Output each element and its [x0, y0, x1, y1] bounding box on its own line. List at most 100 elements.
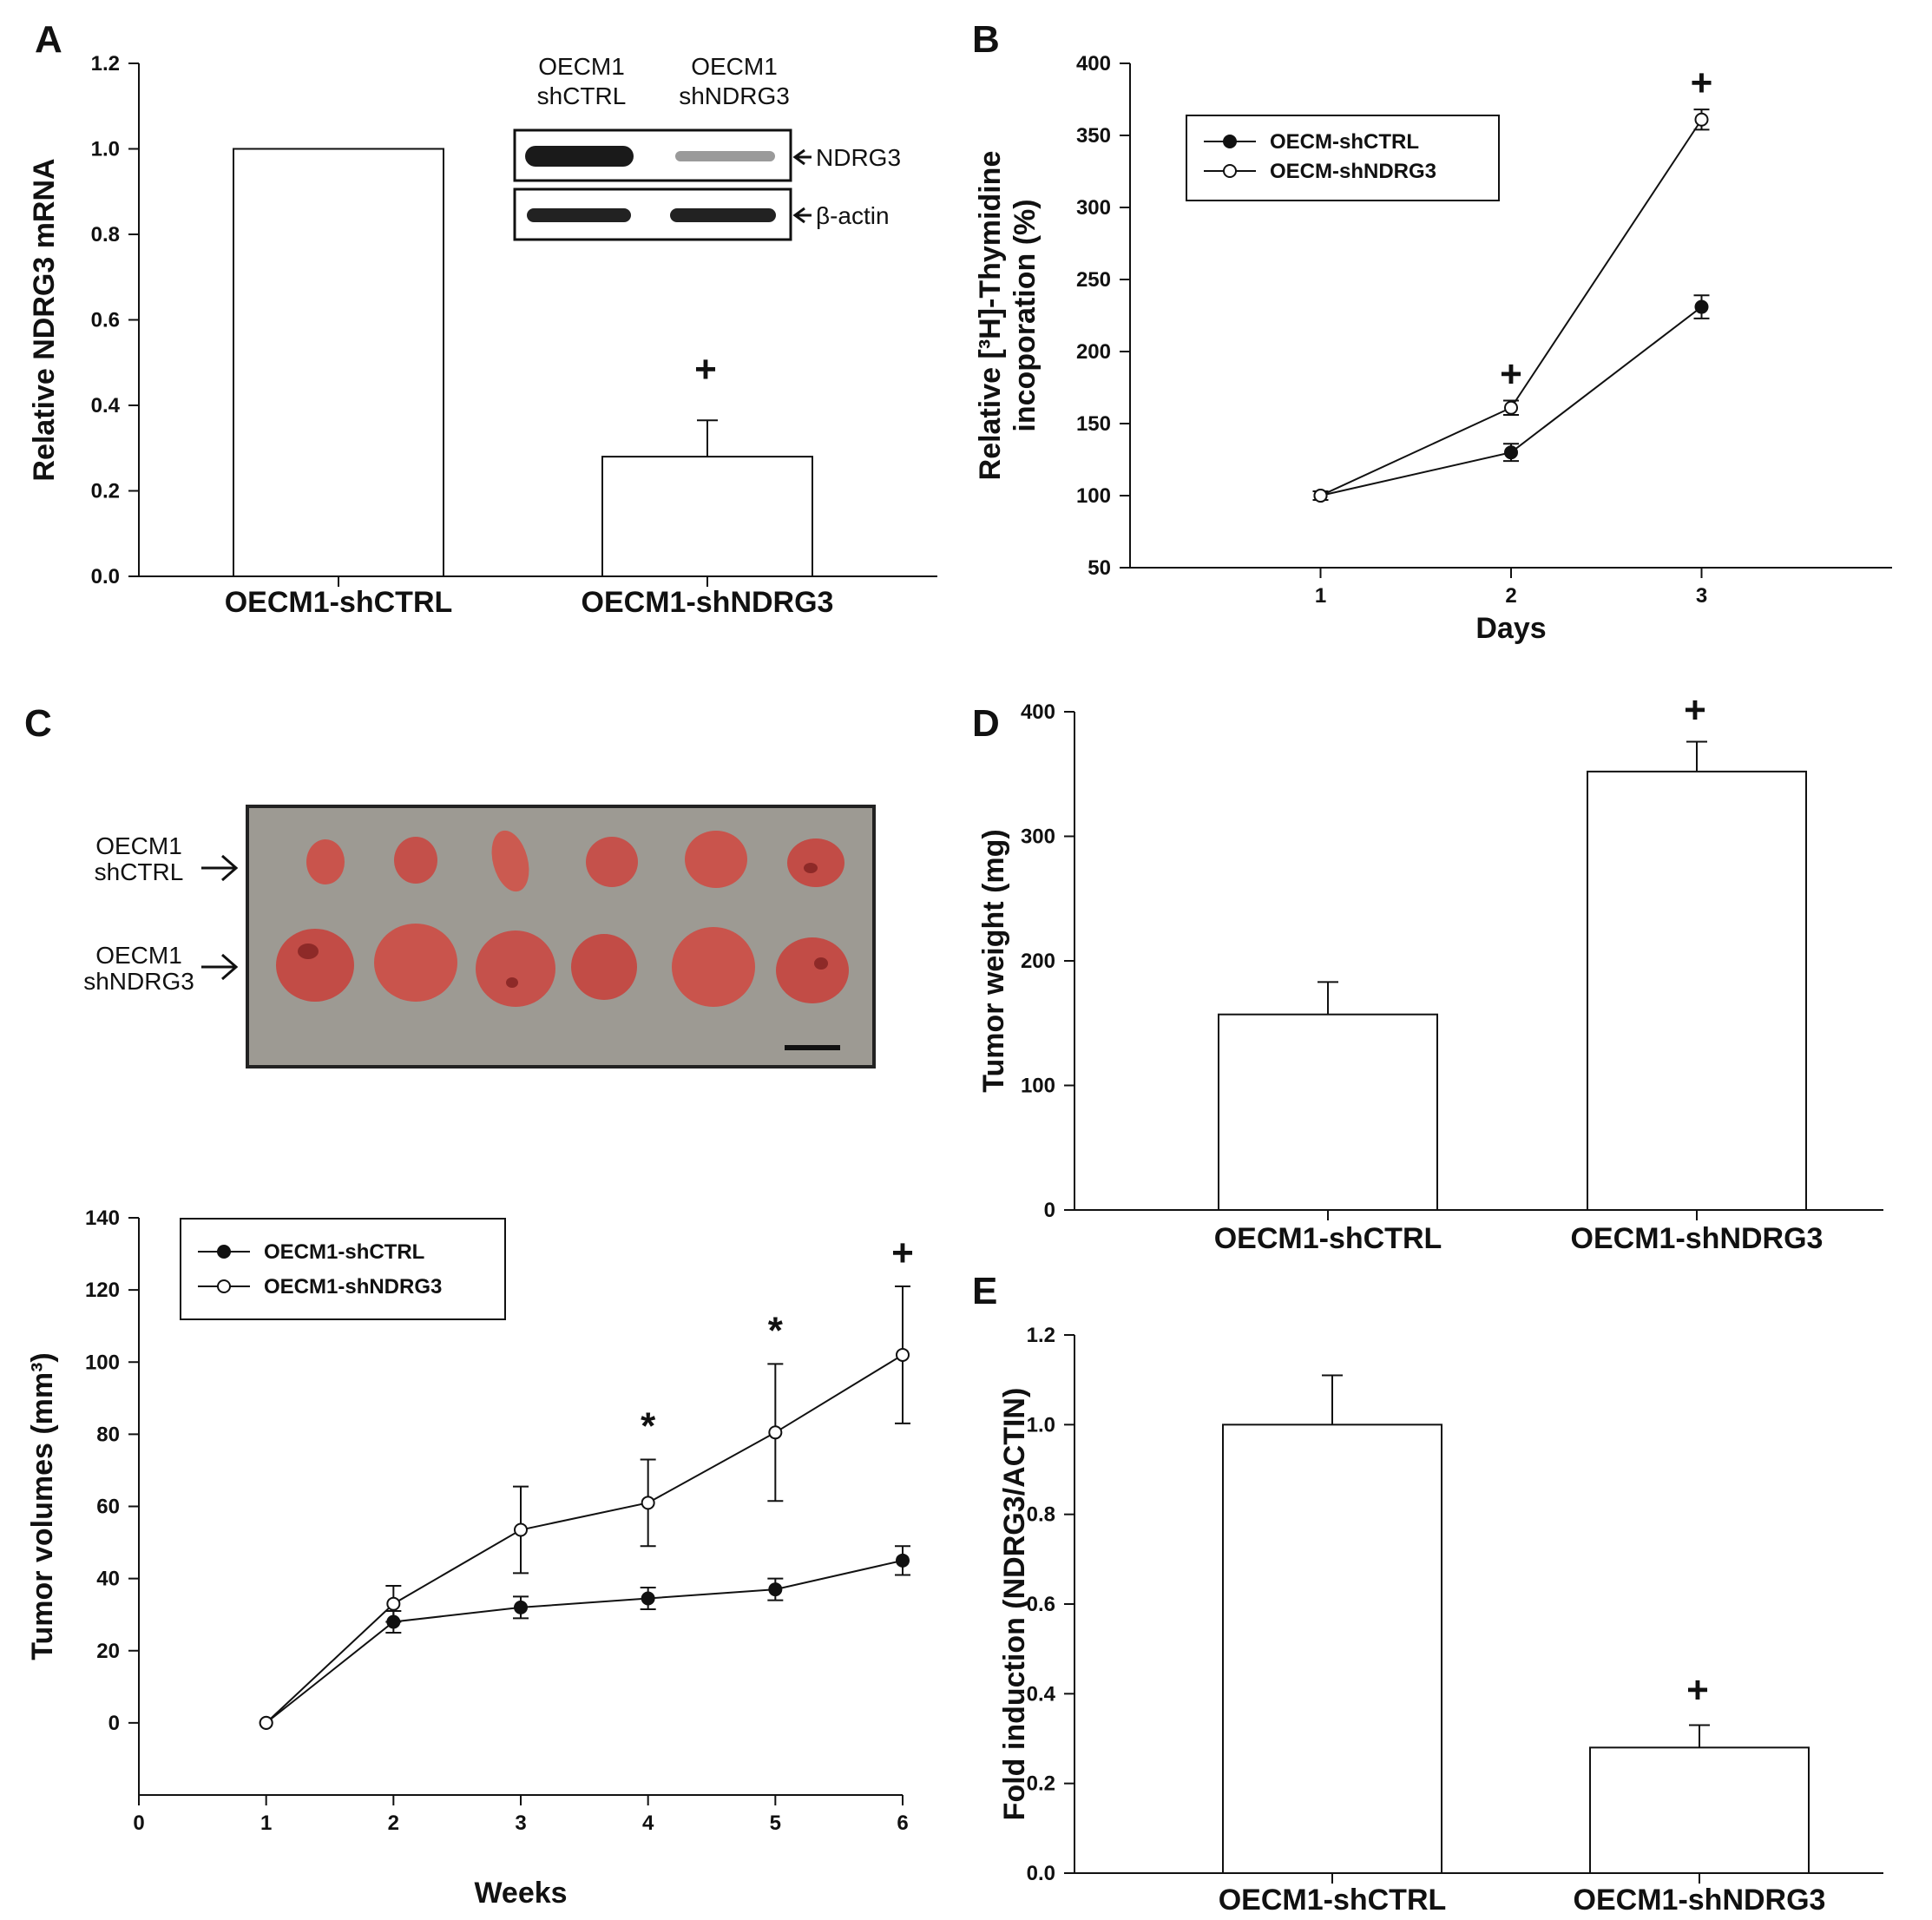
tumor-photo: [246, 805, 876, 1068]
y-tick-label: 300: [1021, 825, 1055, 849]
y-tick-label: 250: [1076, 268, 1111, 292]
data-point-2: [768, 1425, 783, 1440]
y-tick-label: 1.2: [91, 52, 120, 76]
tumor-kd-2: [374, 924, 457, 1002]
tumor-photo-block: C OECM1 shCTRL OECM1 shNDRG3: [24, 702, 876, 1068]
data-point-2: [259, 1715, 273, 1730]
bar-1: [1218, 1013, 1438, 1211]
y-tick-label: 200: [1021, 950, 1055, 973]
tumor-ctrl-6-spot: [804, 863, 818, 873]
blot-band-actin-kd: [670, 208, 776, 222]
x-tick-label: 4: [642, 1812, 654, 1835]
tumor-ctrl-5: [685, 831, 747, 888]
tumor-ctrl-3: [491, 830, 529, 892]
significance-marker: +: [1500, 352, 1522, 395]
significance-marker: +: [694, 348, 717, 391]
y-tick-label: 0: [1044, 1199, 1055, 1222]
y-tick-label: 350: [1076, 124, 1111, 148]
x-tick-label: 3: [1696, 584, 1707, 608]
panel-letter-b: B: [972, 18, 1000, 61]
arrow-row1-icon: [201, 854, 239, 882]
y-tick-label: 300: [1076, 196, 1111, 220]
y-tick-label: 0.8: [91, 223, 120, 247]
legend-marker: [217, 1245, 231, 1259]
blot-lane1-line1: OECM1: [538, 53, 625, 80]
y-axis-title-line2: incoporation (%): [1009, 199, 1042, 431]
legend-box: [1186, 115, 1500, 201]
tumor-kd-3-spot: [506, 977, 518, 988]
x-tick-label: 1: [260, 1812, 272, 1835]
y-tick-label: 80: [96, 1423, 120, 1446]
y-tick-label: 100: [85, 1351, 120, 1374]
data-point-1: [1504, 445, 1518, 460]
category-label: OECM1-shCTRL: [1214, 1222, 1442, 1255]
x-axis-title: Weeks: [474, 1877, 567, 1910]
tumor-ctrl-6: [787, 838, 844, 887]
y-tick-label: 200: [1076, 340, 1111, 364]
x-tick-label: 1: [1315, 584, 1326, 608]
arrow-row2-icon: [201, 953, 239, 981]
y-axis-title: Relative NDRG3 mRNA: [28, 158, 61, 481]
legend-label: OECM-shCTRL: [1270, 130, 1419, 154]
panel-e: E 0.0 0.2 0.4 0.6 0.8 1.0 1.2 OECM1-shCTRL + OECM1…: [972, 1270, 1883, 1917]
y-tick-label: 400: [1076, 52, 1111, 76]
data-point-2: [1313, 489, 1328, 503]
data-point-2: [514, 1522, 528, 1537]
blot-lane2-line2: shNDRG3: [679, 82, 790, 109]
y-tick-label: 40: [96, 1568, 120, 1591]
x-tick-label: 0: [133, 1812, 144, 1835]
series-line-1: [266, 1559, 904, 1724]
y-tick-label: 400: [1021, 700, 1055, 724]
y-tick-label: 0.0: [91, 565, 120, 588]
y-tick-label: 1.2: [1027, 1324, 1055, 1347]
panel-a: A 0.0 0.2 0.4 0.6 0.8 1.0 1.2 OECM1-shCTRL + OECM1…: [28, 18, 937, 619]
y-tick-label: 120: [85, 1279, 120, 1302]
panel-b: B 50 100 150 200 250 300 350 400 1 2 3 + + OECM-shCTRL…: [972, 18, 1892, 645]
tumor-kd-5: [672, 927, 755, 1007]
tumor-kd-3: [476, 930, 555, 1007]
y-tick-label: 0.4: [91, 394, 121, 418]
legend-label: OECM1-shNDRG3: [264, 1275, 442, 1299]
blot-band2-label: β-actin: [816, 202, 890, 229]
legend-marker: [217, 1279, 231, 1293]
y-axis-title: Tumor volumes (mm³): [26, 1352, 59, 1660]
data-point-1: [514, 1600, 528, 1614]
significance-marker: *: [768, 1309, 784, 1351]
y-axis-title: Fold induction (NDRG3/ACTIN): [998, 1388, 1031, 1821]
y-tick-label: 20: [96, 1640, 120, 1663]
y-axis-title: Tumor weight (mg): [977, 829, 1010, 1092]
legend-box: [180, 1218, 506, 1320]
panel-d: D 0 100 200 300 400 OECM1-shCTRL + OECM1-shNDRG3…: [972, 688, 1883, 1255]
tumor-row-shndrg3: [276, 924, 849, 1007]
data-point-1: [896, 1553, 910, 1568]
y-tick-label: 150: [1076, 412, 1111, 436]
bar-1: [1222, 1424, 1442, 1875]
tumor-ctrl-2: [394, 837, 437, 884]
legend-marker: [1223, 135, 1237, 148]
bar-2: [1587, 770, 1807, 1211]
category-label: OECM1-shNDRG3: [1574, 1884, 1826, 1917]
significance-marker: +: [1686, 1669, 1709, 1712]
photo-row1-line1: OECM1: [95, 832, 182, 859]
tumor-kd-6-spot: [814, 957, 828, 970]
blot-band-actin-ctrl: [527, 208, 631, 222]
y-axis-title-line1: Relative [³H]-Thymidine: [974, 151, 1007, 481]
tumor-kd-1-spot: [298, 944, 319, 959]
category-label: OECM1-shNDRG3: [582, 586, 834, 619]
category-label: OECM1-shNDRG3: [1571, 1222, 1824, 1255]
panel-letter-a: A: [35, 18, 62, 61]
panel-letter-c: C: [24, 702, 52, 745]
data-point-2: [1694, 112, 1709, 127]
data-point-2: [896, 1347, 910, 1362]
y-tick-label: 100: [1076, 484, 1111, 508]
tumor-ctrl-4: [586, 837, 638, 887]
y-tick-label: 0.6: [91, 309, 120, 332]
bar-1: [233, 148, 444, 577]
arrow-actin-icon: [792, 207, 812, 224]
legend-label: OECM1-shCTRL: [264, 1240, 424, 1264]
data-point-1: [641, 1591, 655, 1606]
significance-marker: +: [891, 1232, 914, 1274]
x-tick-label: 3: [515, 1812, 526, 1835]
panel-letter-d: D: [972, 702, 1000, 745]
